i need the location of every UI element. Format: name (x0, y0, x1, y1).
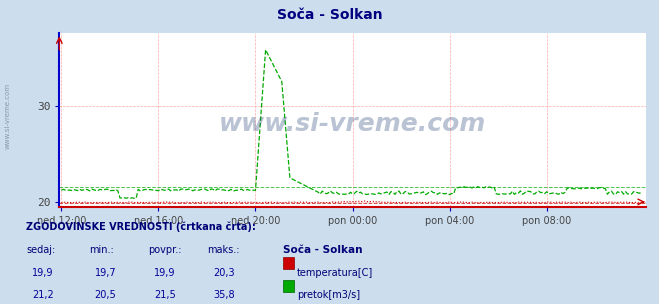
Text: temperatura[C]: temperatura[C] (297, 268, 374, 278)
Text: 20,5: 20,5 (94, 290, 117, 300)
Text: 20,3: 20,3 (214, 268, 235, 278)
Text: maks.:: maks.: (208, 245, 240, 255)
Text: sedaj:: sedaj: (26, 245, 55, 255)
Text: pretok[m3/s]: pretok[m3/s] (297, 290, 360, 300)
Text: 19,9: 19,9 (154, 268, 175, 278)
Text: 21,5: 21,5 (154, 290, 176, 300)
Text: 21,2: 21,2 (32, 290, 54, 300)
Text: www.si-vreme.com: www.si-vreme.com (219, 112, 486, 136)
Text: Soča - Solkan: Soča - Solkan (283, 245, 363, 255)
Text: min.:: min.: (89, 245, 114, 255)
Text: Soča - Solkan: Soča - Solkan (277, 8, 382, 22)
Text: ZGODOVINSKE VREDNOSTI (črtkana črta):: ZGODOVINSKE VREDNOSTI (črtkana črta): (26, 222, 256, 233)
Text: povpr.:: povpr.: (148, 245, 182, 255)
Text: 19,7: 19,7 (95, 268, 116, 278)
Text: www.si-vreme.com: www.si-vreme.com (5, 82, 11, 149)
Text: 19,9: 19,9 (32, 268, 53, 278)
Text: 35,8: 35,8 (214, 290, 235, 300)
